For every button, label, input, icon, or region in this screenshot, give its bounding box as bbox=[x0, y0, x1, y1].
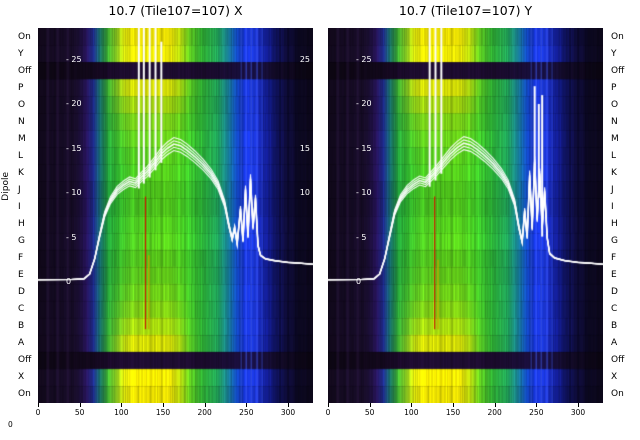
overlay-value-tick: - 5 bbox=[356, 232, 367, 242]
heatmap-panel-x: - 25 - 20 - 15 - 10 - 5 0 25 15 10 bbox=[38, 28, 313, 403]
x-tickmark bbox=[38, 403, 39, 407]
x-tickmark bbox=[204, 403, 206, 407]
dipole-tick-right: L bbox=[611, 150, 617, 161]
x-tickmark bbox=[163, 403, 164, 407]
x-tick-label: 150 bbox=[155, 408, 171, 417]
x-tickmark bbox=[328, 403, 329, 407]
x-tickmark bbox=[121, 403, 123, 407]
dipole-tick-left: B bbox=[18, 321, 25, 332]
dipole-tick-left: C bbox=[18, 304, 25, 315]
dipole-tick-right: M bbox=[611, 133, 619, 144]
dipole-tick-left: D bbox=[18, 287, 25, 298]
overlay-value-tick: - 20 bbox=[66, 99, 82, 108]
x-tickmark bbox=[411, 403, 413, 407]
x-tickmark bbox=[453, 403, 454, 407]
dipole-tick-left: Off bbox=[18, 355, 32, 366]
dipole-tick-right: Off bbox=[611, 355, 625, 366]
x-tick-label: 200 bbox=[487, 408, 502, 417]
dipole-tick-right: On bbox=[611, 389, 624, 400]
x-tick-label: 100 bbox=[404, 408, 419, 417]
overlay-value-tick: - 25 bbox=[66, 54, 82, 64]
dipole-tick-left: J bbox=[18, 184, 21, 195]
x-tick-label: 0 bbox=[35, 408, 41, 417]
overlay-value-tick: - 5 bbox=[66, 232, 77, 242]
dipole-tick-right: E bbox=[611, 270, 617, 281]
dipole-tick-left: N bbox=[18, 116, 25, 127]
overlay-value-tick: 0 bbox=[356, 277, 362, 286]
dipole-tick-right: H bbox=[611, 219, 618, 230]
x-tick-label: 300 bbox=[570, 408, 586, 417]
x-tickmark bbox=[288, 403, 289, 407]
x-tickmark bbox=[536, 403, 538, 407]
dipole-tick-right: O bbox=[611, 99, 619, 110]
panel-title-y: 10.7 (Tile107=107) Y bbox=[398, 3, 533, 18]
dipole-tick-left: E bbox=[18, 270, 24, 281]
x-tick-label: 100 bbox=[114, 408, 129, 417]
x-tick-label: 250 bbox=[239, 408, 254, 417]
dipole-tick-right: J bbox=[611, 184, 614, 195]
overlay-value-tick: - 25 bbox=[356, 54, 372, 64]
dipole-tick-right: G bbox=[611, 236, 618, 247]
overlay-value-tick-right: 25 bbox=[299, 54, 310, 64]
dipole-tick-right: F bbox=[611, 253, 617, 264]
x-tickmark bbox=[369, 403, 371, 407]
dipole-tick-right: D bbox=[611, 287, 618, 298]
heatmap-panel-y: - 25 - 20 - 15 - 10 - 5 0 bbox=[328, 28, 603, 403]
dipole-tick-right: P bbox=[611, 82, 617, 93]
dipole-tick-left: H bbox=[18, 219, 25, 230]
overlay-value-tick: - 10 bbox=[66, 188, 82, 197]
dipole-tick-right: B bbox=[611, 321, 618, 332]
dipole-tick-right: A bbox=[611, 338, 618, 349]
x-tickmark bbox=[79, 403, 81, 407]
x-tick-label: 50 bbox=[364, 408, 375, 417]
heatmap-canvas-x bbox=[38, 28, 313, 403]
dipole-tick-left: O bbox=[18, 99, 26, 110]
dipole-axis-right: On Y Off P O N M L K J I H G F E D C B A Off X On bbox=[609, 28, 637, 403]
y-axis-label: Dipole bbox=[1, 172, 11, 201]
heatmap-canvas-y bbox=[328, 28, 603, 403]
dipole-tick-right: On bbox=[611, 31, 624, 42]
dipole-tick-right: Y bbox=[611, 48, 617, 59]
overlay-value-tick: - 20 bbox=[356, 99, 372, 108]
dipole-tick-left: A bbox=[18, 338, 25, 349]
x-tick-label: 200 bbox=[197, 408, 212, 417]
dipole-tick-left: K bbox=[18, 167, 24, 178]
overlay-value-tick-right: 10 bbox=[299, 188, 310, 197]
x-tickmark bbox=[578, 403, 579, 407]
overlay-value-tick: - 15 bbox=[356, 143, 372, 153]
dipole-tick-left: G bbox=[18, 236, 25, 247]
dipole-tick-left: P bbox=[18, 82, 24, 93]
dipole-tick-left: X bbox=[18, 372, 25, 383]
x-tick-label: 150 bbox=[445, 408, 461, 417]
dipole-tick-right: N bbox=[611, 116, 618, 127]
panel-title-x: 10.7 (Tile107=107) X bbox=[108, 3, 243, 18]
x-tick-label: 0 bbox=[325, 408, 331, 417]
dipole-tick-left: Y bbox=[18, 48, 24, 59]
overlay-value-tick-right: 15 bbox=[299, 143, 310, 153]
x-tickmark bbox=[246, 403, 248, 407]
dipole-tick-right: C bbox=[611, 304, 618, 315]
dipole-tick-left: M bbox=[18, 133, 26, 144]
dipole-tick-left: On bbox=[18, 389, 31, 400]
dipole-tick-right: Off bbox=[611, 65, 625, 76]
dipole-tick-left: L bbox=[18, 150, 24, 161]
stray-zero-label: 0 bbox=[8, 420, 13, 429]
dipole-tick-right: X bbox=[611, 372, 618, 383]
dipole-tick-left: On bbox=[18, 31, 31, 42]
overlay-value-tick: - 15 bbox=[66, 143, 82, 153]
dipole-tick-right: I bbox=[611, 201, 614, 212]
dipole-tick-left: I bbox=[18, 201, 21, 212]
x-tick-label: 50 bbox=[74, 408, 85, 417]
x-tick-label: 250 bbox=[529, 408, 544, 417]
x-tick-label: 300 bbox=[280, 408, 296, 417]
dipole-tick-left: F bbox=[18, 253, 24, 264]
overlay-value-tick: 0 bbox=[66, 277, 72, 286]
dipole-tick-right: K bbox=[611, 167, 617, 178]
dipole-tick-left: Off bbox=[18, 65, 32, 76]
overlay-value-tick: - 10 bbox=[356, 188, 372, 197]
dipole-axis-left: On Y Off P O N M L K J I H G F E D C B A Off X On bbox=[16, 28, 38, 403]
x-tickmark bbox=[494, 403, 496, 407]
